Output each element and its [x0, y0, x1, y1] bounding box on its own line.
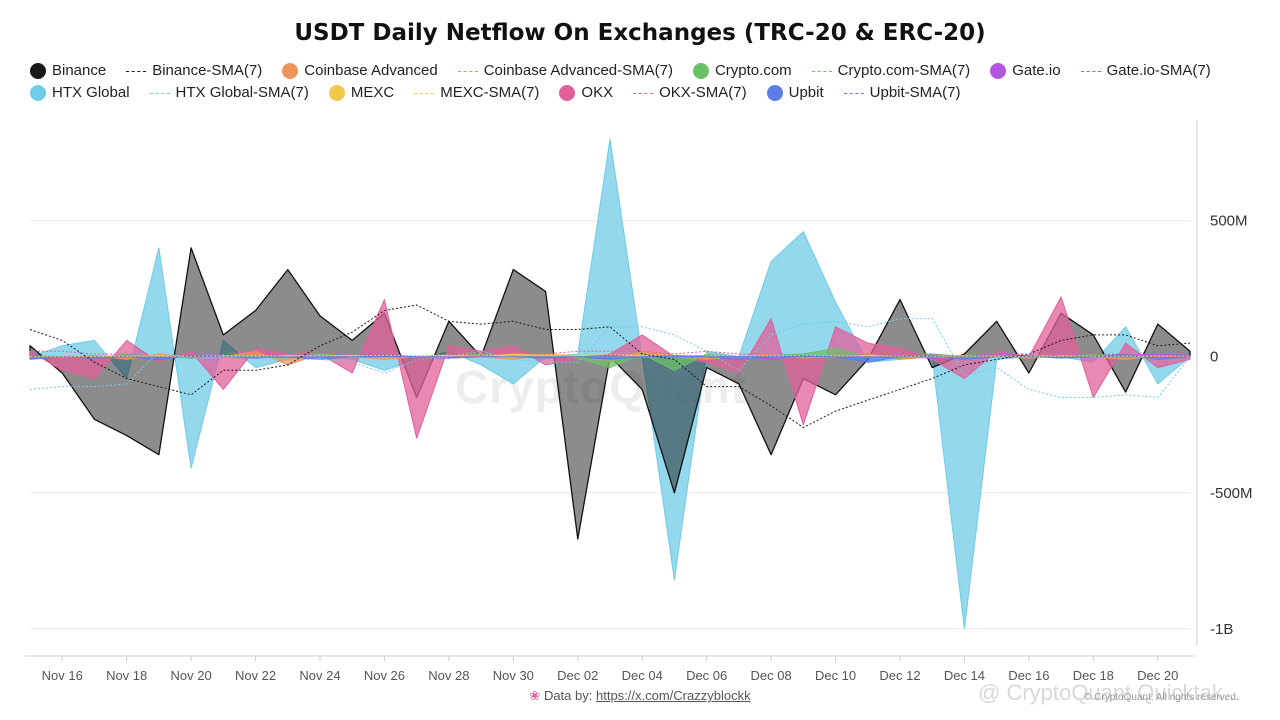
copyright-credit: © CryptoQuant. All rights reserved.: [1084, 692, 1239, 703]
legend-dash-icon: [843, 92, 864, 94]
footer-prefix: Data by:: [543, 688, 593, 703]
sma-line-okx: [30, 347, 1190, 363]
x-tick-label: Nov 30: [493, 668, 534, 683]
sma-line-htx-global: [29, 318, 1191, 399]
legend-dash-icon: [1080, 70, 1101, 72]
x-tick-label: Dec 08: [751, 668, 792, 683]
x-tick-label: Dec 10: [815, 668, 856, 683]
legend-item[interactable]: Upbit: [766, 82, 824, 104]
legend-item[interactable]: Coinbase Advanced: [282, 60, 438, 82]
x-tick-label: Dec 20: [1137, 668, 1178, 683]
x-tick-label: Nov 26: [364, 668, 405, 683]
legend-label: Crypto.com-SMA(7): [837, 62, 971, 79]
legend: Binance Binance-SMA(7) Coinbase Advanced Co…: [30, 60, 1260, 104]
x-tick-label: Nov 24: [299, 668, 340, 683]
legend-item[interactable]: MEXC: [328, 82, 395, 104]
legend-item[interactable]: HTX Global-SMA(7): [149, 82, 309, 104]
legend-label: Binance-SMA(7): [152, 62, 263, 79]
sma-line-mexc: [30, 354, 1190, 358]
legend-item[interactable]: Upbit-SMA(7): [843, 82, 961, 104]
legend-label: Gate.io: [1012, 62, 1061, 79]
legend-dot-icon: [990, 63, 1007, 79]
legend-label: OKX-SMA(7): [659, 84, 747, 101]
footer-icon: ❀: [529, 688, 541, 703]
legend-dot-icon: [559, 85, 576, 101]
x-tick-label: Nov 28: [428, 668, 469, 683]
legend-item[interactable]: Coinbase Advanced-SMA(7): [457, 60, 673, 82]
x-tick-label: Nov 18: [106, 668, 147, 683]
area-htx-global: [29, 138, 1191, 630]
x-tick-label: Dec 18: [1073, 668, 1114, 683]
legend-item[interactable]: Gate.io: [990, 60, 1061, 82]
x-tick-label: Dec 02: [557, 668, 598, 683]
legend-label: OKX: [581, 84, 614, 101]
legend-label: Upbit-SMA(7): [869, 84, 961, 101]
legend-dash-icon: [457, 70, 478, 72]
legend-dash-icon: [811, 70, 832, 72]
legend-label: Coinbase Advanced: [304, 62, 438, 79]
legend-item[interactable]: Gate.io-SMA(7): [1080, 60, 1211, 82]
legend-label: HTX Global: [52, 84, 130, 101]
legend-label: Binance: [52, 62, 107, 79]
legend-item[interactable]: Binance-SMA(7): [126, 60, 262, 82]
area-okx: [29, 296, 1191, 439]
legend-label: HTX Global-SMA(7): [175, 84, 309, 101]
legend-label: Coinbase Advanced-SMA(7): [483, 62, 673, 79]
x-tick-label: Nov 22: [235, 668, 276, 683]
legend-label: Gate.io-SMA(7): [1106, 62, 1211, 79]
legend-dash-icon: [149, 92, 170, 94]
legend-item[interactable]: OKX-SMA(7): [633, 82, 747, 104]
legend-dot-icon: [692, 63, 709, 79]
chart-title: USDT Daily Netflow On Exchanges (TRC-20 …: [294, 20, 986, 46]
x-tick-label: Dec 04: [622, 668, 663, 683]
source-handle: @ CryptoQuant Quicktak...: [978, 680, 1242, 705]
legend-item[interactable]: OKX: [559, 82, 613, 104]
x-tick-label: Dec 06: [686, 668, 727, 683]
legend-item[interactable]: Binance: [30, 60, 106, 82]
footer-link[interactable]: https://x.com/Crazzyblockk: [595, 688, 751, 703]
legend-dot-icon: [328, 85, 345, 101]
legend-item[interactable]: Crypto.com-SMA(7): [811, 60, 971, 82]
x-tick-label: Dec 12: [879, 668, 920, 683]
x-tick-label: Nov 16: [42, 668, 83, 683]
legend-item[interactable]: HTX Global: [30, 82, 130, 104]
legend-dash-icon: [414, 92, 435, 94]
legend-dot-icon: [30, 85, 46, 101]
footer: ❀ Data by: https://x.com/Crazzyblockk: [0, 688, 1280, 704]
legend-label: Upbit: [788, 84, 824, 101]
x-tick-label: Dec 14: [944, 668, 985, 683]
y-tick-label: -1B: [1210, 621, 1233, 638]
x-tick-label: Dec 16: [1008, 668, 1049, 683]
y-tick-label: 500M: [1210, 213, 1248, 230]
legend-dash-icon: [126, 70, 147, 72]
legend-dot-icon: [766, 85, 783, 101]
y-tick-label: 0: [1210, 349, 1218, 366]
legend-label: MEXC: [350, 84, 395, 101]
x-tick-label: Nov 20: [171, 668, 212, 683]
legend-dot-icon: [282, 63, 299, 79]
legend-dot-icon: [30, 63, 46, 79]
legend-dash-icon: [633, 92, 654, 94]
legend-label: MEXC-SMA(7): [440, 84, 540, 101]
y-tick-label: -500M: [1210, 485, 1253, 502]
legend-item[interactable]: Crypto.com: [692, 60, 792, 82]
legend-item[interactable]: MEXC-SMA(7): [414, 82, 539, 104]
legend-label: Crypto.com: [714, 62, 792, 79]
